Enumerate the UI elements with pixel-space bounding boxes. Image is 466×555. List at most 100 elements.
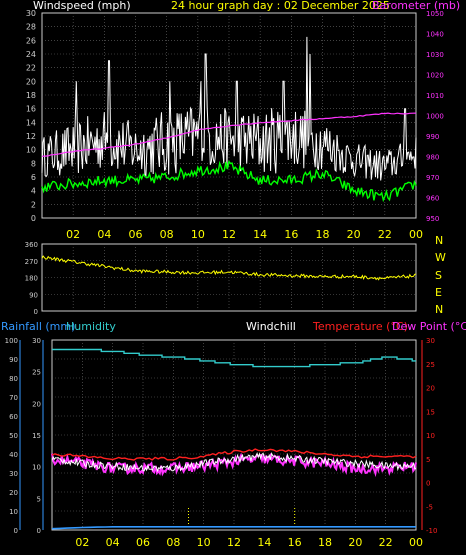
windspeed-tick-label: 30 — [26, 9, 36, 18]
hour-tick-label: 14 — [253, 228, 267, 241]
hour-tick-label: 10 — [191, 228, 205, 241]
temperature-tick-label: 0 — [426, 480, 430, 488]
temperature-tick-label: -5 — [426, 503, 433, 511]
hour-tick-label: 18 — [318, 536, 332, 549]
compass-label: N — [435, 234, 443, 247]
direction-tick-label: 0 — [34, 308, 38, 316]
hour-tick-label: 08 — [166, 536, 180, 549]
barometer-tick-label: 1040 — [426, 31, 444, 39]
humidity-header: Humidity — [66, 320, 116, 333]
humidity-tick-label: 20 — [9, 489, 18, 497]
windspeed-tick-label: 2 — [31, 200, 36, 209]
hour-tick-label: 06 — [136, 536, 150, 549]
compass-label: W — [435, 251, 446, 264]
direction-series — [41, 255, 417, 281]
hour-tick-label: 16 — [288, 536, 302, 549]
windspeed-header: Windspeed (mph) — [33, 0, 131, 12]
windchill-header: Windchill — [246, 320, 296, 333]
compass-label: E — [435, 286, 442, 299]
temperature-header: Temperature (°C) — [312, 320, 408, 333]
rain-temp-panel: 0102030405060708090100051015202530-10-50… — [5, 337, 438, 549]
wind-series — [41, 36, 417, 203]
windchill-line — [51, 451, 417, 473]
windspeed-tick-label: 24 — [26, 50, 36, 59]
humidity-tick-label: 40 — [9, 451, 18, 459]
temperature-tick-label: 10 — [426, 432, 435, 440]
humidity-tick-label: 50 — [9, 432, 18, 440]
windspeed-tick-label: 20 — [26, 77, 36, 86]
hour-tick-label: 20 — [348, 536, 362, 549]
temperature-tick-label: 5 — [426, 456, 430, 464]
hour-tick-label: 12 — [222, 228, 236, 241]
humidity-tick-label: 30 — [9, 470, 18, 478]
hour-tick-label: 10 — [197, 536, 211, 549]
barometer-tick-label: 950 — [426, 215, 439, 223]
rainfall-header: Rainfall (mm) — [1, 320, 75, 333]
barometer-tick-label: 1010 — [426, 92, 444, 100]
hour-tick-label: 02 — [75, 536, 89, 549]
direction-tick-label: 90 — [29, 291, 38, 299]
wind-direction-line — [41, 255, 417, 281]
hour-tick-label: 04 — [106, 536, 120, 549]
temp-axis-labels: 0102030405060708090100051015202530-10-50… — [5, 337, 438, 549]
temperature-tick-label: 25 — [426, 361, 435, 369]
barometer-tick-label: 1020 — [426, 72, 444, 80]
hour-tick-label: 18 — [316, 228, 330, 241]
hour-tick-label: 00 — [409, 228, 423, 241]
direction-tick-label: 360 — [25, 241, 38, 249]
rainfall-tick-label: 0 — [37, 527, 41, 535]
windspeed-tick-label: 4 — [31, 187, 36, 196]
windspeed-tick-label: 8 — [31, 159, 36, 168]
barometer-tick-label: 990 — [426, 133, 439, 141]
barometer-tick-label: 1000 — [426, 113, 444, 121]
windspeed-tick-label: 22 — [26, 64, 36, 73]
barometer-tick-label: 1050 — [426, 10, 444, 18]
barometer-tick-label: 970 — [426, 174, 439, 182]
windspeed-tick-label: 16 — [26, 105, 36, 114]
dewpoint-header: Dew Point (°C) — [392, 320, 466, 333]
windspeed-tick-label: 6 — [31, 173, 36, 182]
wind-axis-labels: 0246810121416182022242628309509609709809… — [26, 9, 444, 241]
windspeed-tick-label: 26 — [26, 36, 36, 45]
temperature-tick-label: -10 — [426, 527, 437, 535]
humidity-tick-label: 80 — [9, 375, 18, 383]
wind-average-line — [41, 160, 417, 203]
hour-tick-label: 08 — [160, 228, 174, 241]
humidity-tick-label: 10 — [9, 508, 18, 516]
direction-tick-label: 270 — [25, 258, 38, 266]
barometer-header: Barometer (mb) — [372, 0, 460, 12]
windspeed-line — [41, 36, 417, 181]
hour-tick-label: 20 — [347, 228, 361, 241]
barometer-tick-label: 980 — [426, 154, 439, 162]
hour-tick-label: 06 — [129, 228, 143, 241]
rainfall-tick-label: 15 — [32, 432, 41, 440]
barometer-tick-label: 960 — [426, 195, 439, 203]
temp-series — [51, 348, 417, 530]
rainfall-tick-label: 25 — [32, 369, 41, 377]
hour-tick-label: 22 — [379, 536, 393, 549]
graph-title: 24 hour graph day : 02 December 2025 — [171, 0, 390, 12]
humidity-tick-label: 100 — [5, 337, 18, 345]
hour-tick-label: 14 — [257, 536, 271, 549]
hour-tick-label: 02 — [66, 228, 80, 241]
windspeed-tick-label: 0 — [31, 214, 36, 223]
hour-tick-label: 12 — [227, 536, 241, 549]
windspeed-tick-label: 12 — [26, 132, 36, 141]
direction-tick-label: 180 — [25, 275, 38, 283]
windspeed-tick-label: 18 — [26, 91, 36, 100]
temperature-line — [51, 448, 417, 461]
barometer-line — [41, 112, 417, 157]
temperature-tick-label: 30 — [426, 337, 435, 345]
barometer-tick-label: 1030 — [426, 51, 444, 59]
windspeed-tick-label: 28 — [26, 23, 36, 32]
hour-tick-label: 16 — [284, 228, 298, 241]
humidity-tick-label: 60 — [9, 413, 18, 421]
hour-tick-label: 22 — [378, 228, 392, 241]
compass-label: N — [435, 303, 443, 316]
wind-barometer-panel: 0246810121416182022242628309509609709809… — [26, 9, 444, 241]
direction-grid — [42, 244, 416, 311]
hour-tick-label: 04 — [97, 228, 111, 241]
rainfall-tick-label: 10 — [32, 464, 41, 472]
